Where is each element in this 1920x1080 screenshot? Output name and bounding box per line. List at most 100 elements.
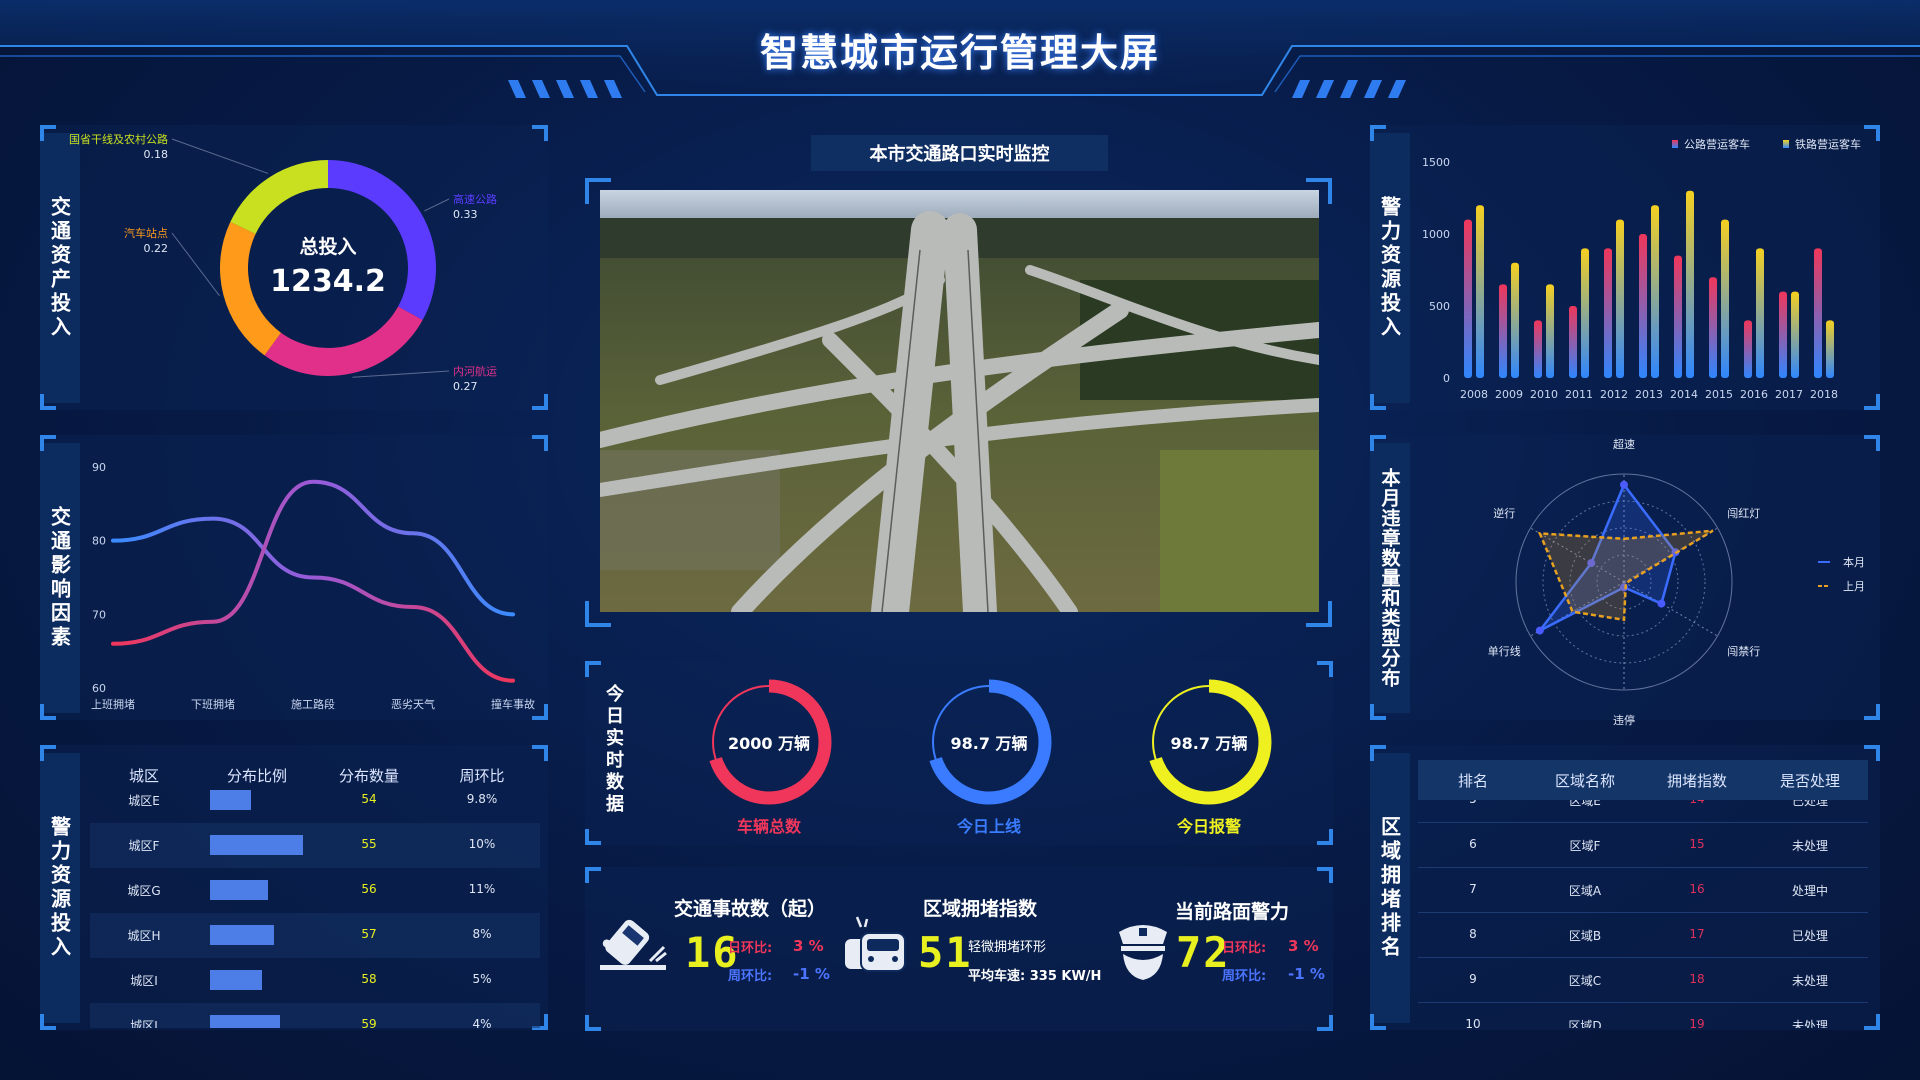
donut-slice	[328, 160, 437, 321]
cell-count: 57	[361, 927, 377, 941]
leader-line	[171, 138, 269, 174]
cell-district: 城区E	[128, 794, 160, 808]
bar	[1826, 320, 1834, 378]
ring-label: 车辆总数	[736, 817, 802, 836]
table-row[interactable]: 6 区域F 15 未处理	[1418, 823, 1868, 868]
table-row[interactable]: 城区E 54 9.8%	[90, 790, 540, 823]
col-header-index: 拥堵指数	[1666, 772, 1727, 790]
police-table-panel: 警力资源投入	[40, 745, 548, 1030]
accident-day-label: 日环比:	[728, 941, 773, 956]
x-tick-label: 下班拥堵	[191, 697, 235, 711]
col-header-count: 分布数量	[338, 767, 399, 785]
x-tick-label: 2012	[1600, 388, 1628, 401]
radar-point	[1587, 559, 1596, 568]
radar-indicator-label: 超速	[1613, 437, 1635, 451]
cell-area: 区域F	[1569, 839, 1601, 853]
police-title: 当前路面警力	[1174, 901, 1290, 923]
realtime-title: 今日实时数据	[603, 684, 624, 816]
leader-line	[424, 198, 450, 212]
bar	[1756, 248, 1764, 378]
legend-swatch	[1783, 140, 1789, 148]
asset-donut-chart: 高速公路 0.33 内河航运 0.27 汽车站点 0.22 国省干线及农村公路 0.18	[69, 132, 497, 393]
police-icon	[1119, 925, 1167, 980]
bar	[1499, 284, 1507, 378]
cars-icon	[845, 916, 906, 972]
table-row[interactable]: 8 区域B 17 已处理	[1418, 913, 1868, 958]
col-header-district: 城区	[128, 767, 159, 785]
ring-label: 今日上线	[956, 817, 1022, 836]
x-tick-label: 恶劣天气	[391, 697, 435, 711]
table-row[interactable]: 5 区域E 14 已处理	[1418, 800, 1868, 823]
ring-label: 今日报警	[1176, 817, 1242, 836]
y-tick-label: 0	[1443, 372, 1450, 385]
col-header-wow: 周环比	[459, 767, 505, 785]
police-table-body[interactable]: 城区E 54 9.8% 城区F 55 10% 城区G 56 11% 城区H 57 8% 城区I 58 5% 城…	[90, 790, 540, 1028]
panel-title: 警力资源投入	[40, 753, 80, 1023]
accident-title: 交通事故数（起）	[673, 898, 827, 920]
congestion-status: 轻微拥堵环形	[968, 940, 1047, 955]
cell-handled: 已处理	[1791, 929, 1829, 943]
x-tick-label: 2018	[1810, 388, 1838, 401]
ratio-bar	[210, 970, 263, 990]
ratio-bar	[210, 925, 275, 945]
cell-area: 区域E	[1569, 800, 1601, 808]
x-tick-label: 撞车事故	[491, 697, 535, 711]
radar-indicator-label: 逆行	[1493, 506, 1515, 520]
radar-point	[1620, 480, 1628, 489]
radar-ring	[1515, 473, 1733, 691]
realtime-panel	[585, 661, 1333, 845]
cell-district: 城区J	[130, 1019, 158, 1028]
table-row[interactable]: 城区J 59 4%	[90, 1003, 540, 1028]
col-header-ratio: 分布比例	[226, 767, 287, 785]
panel-title: 交通资产投入	[40, 133, 80, 403]
page-title: 智慧城市运行管理大屏	[759, 31, 1160, 75]
factor-line-chart: 60 70 80 90 上班拥堵 下班拥堵 施工路段 恶劣天气 撞车事故	[91, 461, 535, 711]
cell-area: 区域B	[1568, 929, 1602, 943]
x-tick-label: 2016	[1740, 388, 1768, 401]
ring-progress	[706, 679, 832, 805]
congestion-table-body[interactable]: 5 区域E 14 已处理 6 区域F 15 未处理 7 区域A 16 处理中 8 区域B 17 已处理 9 区域C…	[1418, 800, 1868, 1028]
accident-day-value: 3 %	[793, 937, 824, 955]
legend-label: 公路营运客车	[1684, 137, 1750, 151]
monitor-title: 本市交通路口实时监控	[811, 135, 1108, 171]
donut-slice	[230, 160, 328, 234]
x-tick-label: 2010	[1530, 388, 1558, 401]
table-row[interactable]: 城区I 58 5%	[90, 958, 540, 1003]
table-row[interactable]: 城区F 55 10%	[90, 823, 540, 868]
bar	[1709, 277, 1717, 378]
x-tick-label: 2015	[1705, 388, 1733, 401]
police-week-label: 周环比:	[1222, 969, 1267, 984]
accident-value: 16	[685, 928, 740, 977]
ratio-bar	[210, 1015, 280, 1028]
cell-count: 54	[361, 792, 377, 806]
bar	[1721, 219, 1729, 378]
cell-rank: 10	[1465, 1017, 1481, 1028]
radar-axis	[1623, 527, 1718, 583]
table-row[interactable]: 城区H 57 8%	[90, 913, 540, 958]
police-day-label: 日环比:	[1222, 941, 1267, 956]
cell-handled: 处理中	[1791, 884, 1829, 898]
table-row[interactable]: 7 区域A 16 处理中	[1418, 868, 1868, 913]
donut-center-label: 总投入	[299, 236, 357, 258]
x-tick-label: 2008	[1460, 388, 1488, 401]
x-tick-label: 2013	[1635, 388, 1663, 401]
legend-label: 上月	[1843, 580, 1865, 593]
radar-indicator-label: 违停	[1613, 713, 1635, 727]
traffic-camera-video[interactable]	[600, 190, 1319, 612]
legend-label: 铁路营运客车	[1795, 137, 1861, 151]
line-series	[111, 479, 515, 646]
bar	[1686, 190, 1694, 378]
bar	[1791, 291, 1799, 378]
cell-area: 区域A	[1568, 884, 1602, 898]
donut-slice-label: 汽车站点	[124, 226, 168, 240]
line-series	[111, 516, 515, 683]
ratio-bar	[210, 835, 303, 855]
table-row[interactable]: 9 区域C 18 未处理	[1418, 958, 1868, 1003]
cell-wow: 5%	[472, 972, 492, 986]
cell-index: 16	[1689, 882, 1705, 896]
donut-center-value: 1234.2	[270, 264, 386, 299]
table-row[interactable]: 10 区域D 19 未处理	[1418, 1003, 1868, 1028]
table-row[interactable]: 城区G 56 11%	[90, 868, 540, 913]
panel-title: 交通影响因素	[40, 443, 80, 713]
